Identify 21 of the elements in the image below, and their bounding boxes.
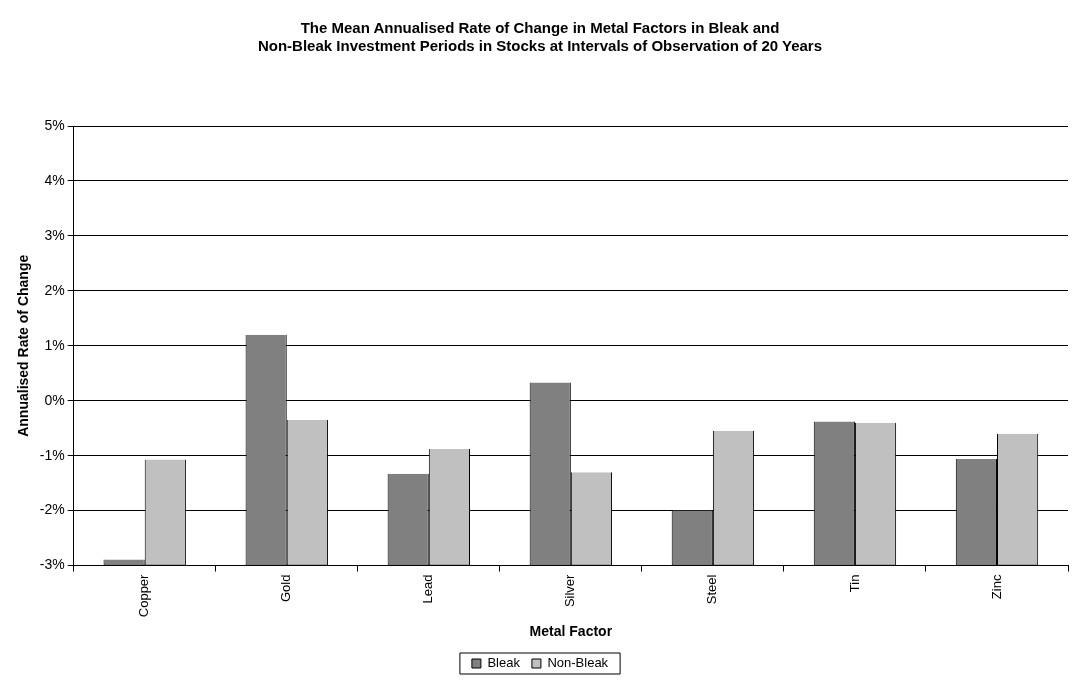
y-tick-label: -3%: [39, 556, 65, 573]
x-axis-title: Metal Factor: [529, 623, 613, 640]
y-tick-label: 5%: [44, 116, 65, 133]
y-tick-label: 4%: [44, 171, 65, 188]
y-axis-title: Annualised Rate of Change: [15, 254, 32, 437]
y-tick-label: -2%: [39, 501, 65, 518]
legend-label: Non-Bleak: [547, 655, 609, 671]
y-tick-label: 3%: [44, 226, 65, 243]
y-tick-label: 2%: [44, 281, 65, 298]
y-tick-label: -1%: [39, 446, 65, 463]
x-tick-label: Copper: [136, 573, 152, 618]
x-tick-label: Zinc: [988, 574, 1004, 600]
x-tick-label: Silver: [562, 573, 578, 608]
legend-label: Bleak: [487, 655, 521, 671]
x-tick-label: Gold: [278, 574, 294, 603]
y-tick-label: 1%: [44, 336, 65, 353]
chart-title: The Mean Annualised Rate of Change in Metal Factors in Bleak and Non-Bleak Investment Periods in Stocks at Intervals of Observation of 20 Years: [257, 19, 823, 55]
x-tick-label: Lead: [420, 574, 436, 604]
x-tick-label: Tin: [846, 574, 862, 593]
y-tick-label: 0%: [44, 391, 65, 408]
x-tick-label: Steel: [704, 574, 720, 605]
